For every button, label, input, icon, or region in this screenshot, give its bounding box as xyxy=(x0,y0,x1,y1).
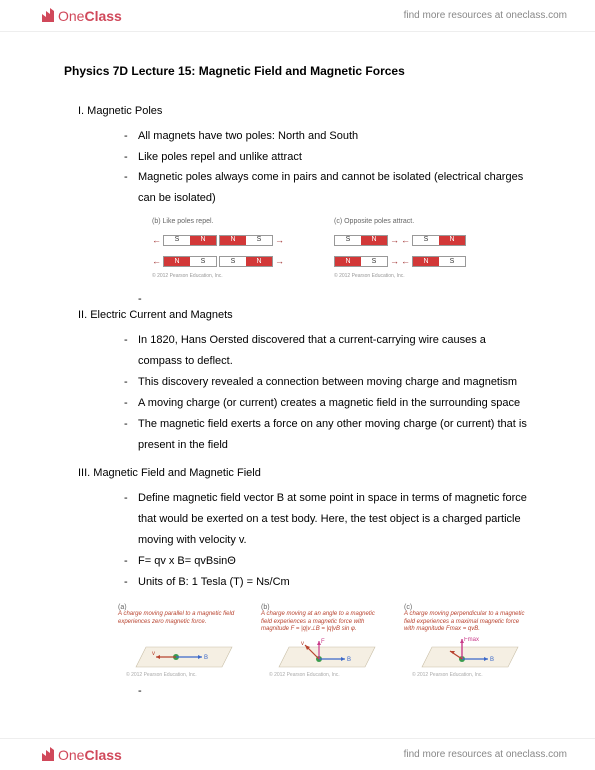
svg-text:F: F xyxy=(321,639,325,645)
panel-text: A charge moving parallel to a magnetic f… xyxy=(118,611,239,627)
list-item: F= qv x B= qvBsinΘ xyxy=(124,551,531,572)
magnet-diagram: (b) Like poles repel. ← SN NS → ← NS SN … xyxy=(152,215,531,281)
page-title: Physics 7D Lecture 15: Magnetic Field an… xyxy=(64,60,531,83)
plane-icon: B Fmax xyxy=(410,637,520,673)
arrow-icon: → xyxy=(390,253,399,270)
diagram-subcaption: © 2012 Pearson Education, Inc. xyxy=(334,272,466,282)
arrow-icon: → xyxy=(275,253,284,270)
svg-text:v: v xyxy=(301,641,304,647)
arrow-icon: ← xyxy=(152,253,161,270)
diagram-subcaption: © 2012 Pearson Education, Inc. xyxy=(152,272,284,282)
magnet-diagram-right: (c) Opposite poles attract. SN → ← SN NS… xyxy=(334,215,466,281)
diagram-caption: (b) Like poles repel. xyxy=(152,215,284,228)
field-diagram-row: (a) A charge moving parallel to a magnet… xyxy=(112,601,531,681)
document-body: Physics 7D Lecture 15: Magnetic Field an… xyxy=(0,32,595,689)
footer-link[interactable]: find more resources at oneclass.com xyxy=(404,749,567,760)
svg-text:B: B xyxy=(490,657,494,663)
bar-magnet: SN xyxy=(219,256,273,267)
list-item: Like poles repel and unlike attract xyxy=(124,147,531,168)
list-item: Magnetic poles always come in pairs and … xyxy=(124,167,531,209)
list-item: This discovery revealed a connection bet… xyxy=(124,372,531,393)
panel-caption: © 2012 Pearson Education, Inc. xyxy=(412,671,483,681)
bar-magnet: NS xyxy=(163,256,217,267)
brand-name: OneClass xyxy=(58,747,122,763)
section-heading: III. Magnetic Field and Magnetic Field xyxy=(78,463,531,484)
field-diagram-panel: (a) A charge moving parallel to a magnet… xyxy=(112,601,245,681)
field-diagram-panel: (b) A charge moving at an angle to a mag… xyxy=(255,601,388,681)
list-item-empty: - xyxy=(124,681,531,689)
brand-icon xyxy=(40,8,56,24)
page-footer: OneClass find more resources at oneclass… xyxy=(0,738,595,770)
arrow-icon: → xyxy=(275,232,284,249)
arrow-icon: ← xyxy=(401,232,410,249)
arrow-icon: ← xyxy=(401,253,410,270)
svg-text:B: B xyxy=(204,655,208,661)
panel-text: A charge moving perpendicular to a magne… xyxy=(404,611,525,634)
list-item: Define magnetic field vector B at some p… xyxy=(124,488,531,551)
plane-icon: B v xyxy=(124,637,234,673)
panel-caption: © 2012 Pearson Education, Inc. xyxy=(269,671,340,681)
list-item: A moving charge (or current) creates a m… xyxy=(124,393,531,414)
bar-magnet: NS xyxy=(219,235,273,246)
brand-logo: OneClass xyxy=(40,8,122,24)
brand-icon xyxy=(40,747,56,763)
bar-magnet: NS xyxy=(334,256,388,267)
panel-caption: © 2012 Pearson Education, Inc. xyxy=(126,671,197,681)
list-item: Units of B: 1 Tesla (T) = Ns/Cm xyxy=(124,572,531,593)
diagram-caption: (c) Opposite poles attract. xyxy=(334,215,466,228)
bar-magnet: SN xyxy=(163,235,217,246)
arrow-icon: → xyxy=(390,232,399,249)
list-item-empty: - xyxy=(124,289,531,297)
list-item: All magnets have two poles: North and So… xyxy=(124,126,531,147)
brand-name: OneClass xyxy=(58,8,122,24)
header-link[interactable]: find more resources at oneclass.com xyxy=(404,10,567,21)
plane-icon: B v F xyxy=(267,637,377,673)
section-heading: I. Magnetic Poles xyxy=(78,101,531,122)
magnet-diagram-left: (b) Like poles repel. ← SN NS → ← NS SN … xyxy=(152,215,284,281)
field-diagram-panel: (c) A charge moving perpendicular to a m… xyxy=(398,601,531,681)
panel-text: A charge moving at an angle to a magneti… xyxy=(261,611,382,634)
bar-magnet: SN xyxy=(412,235,466,246)
svg-text:B: B xyxy=(347,657,351,663)
arrow-icon: ← xyxy=(152,232,161,249)
list-item: In 1820, Hans Oersted discovered that a … xyxy=(124,330,531,372)
page-header: OneClass find more resources at oneclass… xyxy=(0,0,595,32)
bar-magnet: NS xyxy=(412,256,466,267)
brand-logo: OneClass xyxy=(40,747,122,763)
section-heading: II. Electric Current and Magnets xyxy=(78,305,531,326)
svg-text:v: v xyxy=(152,651,155,657)
svg-text:Fmax: Fmax xyxy=(464,637,479,643)
list-item: The magnetic field exerts a force on any… xyxy=(124,414,531,456)
bar-magnet: SN xyxy=(334,235,388,246)
